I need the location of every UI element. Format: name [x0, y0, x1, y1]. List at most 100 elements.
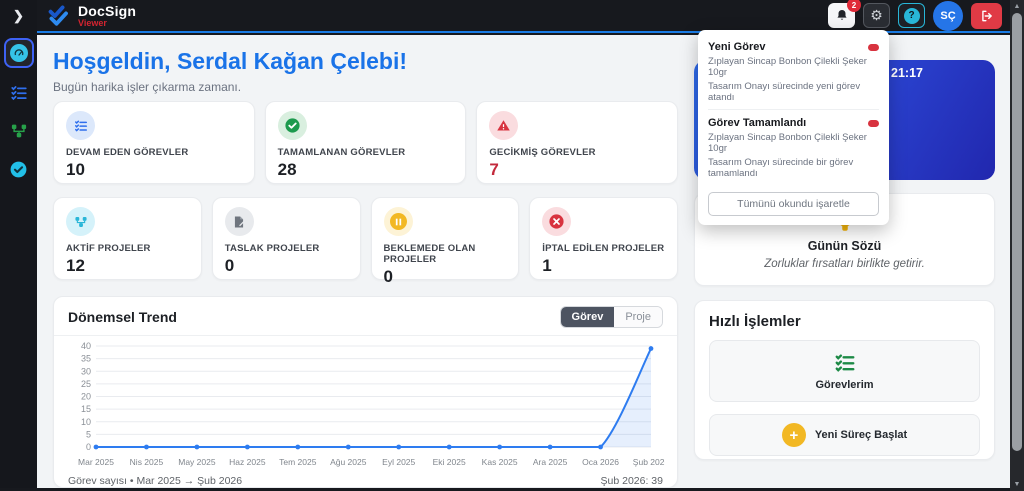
stat-card-draft-projects[interactable]: TASLAK PROJELER 0: [211, 197, 361, 280]
warning-triangle-icon: [489, 111, 519, 140]
stat-card-overdue-tasks[interactable]: GECİKMİŞ GÖREVLER 7: [476, 101, 679, 184]
toggle-gorev[interactable]: Görev: [560, 307, 615, 327]
stat-value: 12: [66, 256, 85, 275]
svg-text:35: 35: [81, 354, 91, 364]
sidebar: ❯: [0, 0, 37, 491]
stat-value: 28: [277, 160, 297, 179]
list-check-icon: [835, 353, 854, 372]
check-circle-icon: [10, 161, 27, 177]
question-icon: ?: [903, 7, 920, 24]
stats-row-tasks: DEVAM EDEN GÖREVLER 10 TAMAMLANAN GÖREVL…: [53, 101, 679, 184]
unread-dot-icon: [868, 43, 879, 51]
stat-value: 7: [489, 160, 499, 179]
notification-line: Zıplayan Sincap Bonbon Çilekli Şeker 10g…: [708, 132, 867, 154]
sidebar-item-dashboard[interactable]: [3, 38, 34, 68]
svg-text:30: 30: [81, 366, 91, 376]
stat-label: GECİKMİŞ GÖREVLER: [489, 147, 596, 158]
svg-text:May 2025: May 2025: [178, 457, 216, 467]
x-circle-icon: [542, 207, 572, 236]
quote-title: Günün Sözü: [807, 238, 882, 253]
stat-label: BEKLEMEDE OLAN PROJELER: [383, 243, 476, 265]
logout-button[interactable]: [971, 2, 1002, 29]
notification-dropdown: Yeni Görev Zıplayan Sincap Bonbon Çilekl…: [698, 30, 889, 225]
notifications-button[interactable]: 2: [828, 0, 861, 28]
page-title: Hoşgeldin, Serdal Kağan Çelebi!: [53, 48, 408, 74]
quick-actions-card: Hızlı İşlemler Görevlerim + Yeni Süreç B…: [694, 300, 995, 460]
user-avatar[interactable]: SÇ: [933, 0, 963, 31]
svg-text:20: 20: [81, 392, 91, 402]
top-navbar: DocSign Viewer 2 ⚙ ? SÇ: [37, 0, 1024, 33]
share-nodes-icon: [11, 124, 26, 138]
vertical-scrollbar[interactable]: ▲ ▼: [1010, 0, 1024, 491]
brand-name: DocSign: [78, 2, 137, 19]
trend-title: Dönemsel Trend: [68, 309, 177, 325]
stat-label: DEVAM EDEN GÖREVLER: [66, 147, 189, 158]
stat-card-pending-projects[interactable]: BEKLEMEDE OLAN PROJELER 0: [370, 197, 520, 286]
svg-text:Şub 2026: Şub 2026: [633, 457, 665, 467]
check-circle-icon: [277, 111, 307, 140]
settings-button[interactable]: ⚙: [863, 3, 890, 28]
notification-line: Zıplayan Sincap Bonbon Çilekli Şeker 10g…: [708, 56, 867, 78]
notification-line: Tasarım Onayı sürecinde bir görev tamaml…: [708, 157, 854, 179]
brand-logo: DocSign Viewer: [47, 4, 136, 28]
my-tasks-button[interactable]: Görevlerim: [709, 340, 980, 402]
window-bottom-edge: [0, 488, 1024, 491]
gear-icon: ⚙: [870, 7, 883, 23]
notification-item[interactable]: Yeni Görev Zıplayan Sincap Bonbon Çilekl…: [708, 38, 879, 109]
notification-line: Tasarım Onayı sürecinde yeni görev atand…: [708, 81, 861, 103]
sidebar-expand-icon[interactable]: ❯: [13, 8, 24, 23]
stat-card-completed-tasks[interactable]: TAMAMLANAN GÖREVLER 28: [264, 101, 467, 184]
svg-text:Nis 2025: Nis 2025: [130, 457, 164, 467]
notification-badge: 2: [847, 0, 861, 12]
quick-actions-title: Hızlı İşlemler: [709, 313, 801, 330]
brand-sub: Viewer: [78, 17, 107, 28]
double-check-icon: [48, 5, 68, 26]
sidebar-item-workflow[interactable]: [6, 118, 32, 144]
trend-chart-card: Dönemsel Trend Görev Proje 0 5 10 15 20 25 30 3…: [53, 296, 678, 488]
my-tasks-label: Görevlerim: [815, 378, 874, 391]
stat-label: İPTAL EDİLEN PROJELER: [542, 243, 665, 254]
svg-text:Oca 2026: Oca 2026: [582, 457, 619, 467]
plus-icon: +: [781, 423, 806, 447]
pause-circle-icon: [383, 207, 413, 236]
svg-text:25: 25: [81, 379, 91, 389]
scroll-up-icon[interactable]: ▲: [1013, 3, 1021, 10]
new-process-label: Yeni Süreç Başlat: [814, 429, 908, 441]
svg-text:Haz 2025: Haz 2025: [229, 457, 266, 467]
svg-text:Eyl 2025: Eyl 2025: [382, 457, 415, 467]
gauge-icon: [9, 44, 28, 62]
trend-footer-last-value: Şub 2026: 39: [600, 475, 663, 487]
new-process-button[interactable]: + Yeni Süreç Başlat: [709, 414, 980, 456]
svg-text:10: 10: [81, 417, 91, 427]
file-pen-icon: [224, 207, 254, 236]
stat-card-cancelled-projects[interactable]: İPTAL EDİLEN PROJELER 1: [529, 197, 678, 280]
clock-time: 21:17: [891, 66, 923, 80]
list-check-icon: [66, 111, 95, 140]
stat-card-ongoing-tasks[interactable]: DEVAM EDEN GÖREVLER 10: [53, 101, 255, 184]
svg-text:15: 15: [81, 404, 91, 414]
svg-text:0: 0: [86, 442, 91, 452]
toggle-proje[interactable]: Proje: [614, 307, 662, 327]
svg-text:40: 40: [81, 341, 91, 351]
sidebar-item-tasks[interactable]: [6, 80, 32, 106]
svg-text:Tem 2025: Tem 2025: [279, 457, 317, 467]
stat-card-active-projects[interactable]: AKTİF PROJELER 12: [53, 197, 202, 280]
notification-item[interactable]: Görev Tamamlandı Zıplayan Sincap Bonbon …: [708, 109, 879, 185]
bell-icon: [836, 9, 847, 20]
sidebar-item-approvals[interactable]: [6, 156, 32, 182]
trend-toggle-group: Görev Proje: [559, 306, 663, 328]
notification-title: Görev Tamamlandı: [708, 117, 807, 129]
stat-label: AKTİF PROJELER: [66, 243, 151, 254]
svg-text:5: 5: [86, 429, 91, 439]
list-check-icon: [10, 86, 27, 101]
svg-text:Kas 2025: Kas 2025: [482, 457, 518, 467]
stat-value: 10: [66, 160, 85, 179]
stat-label: TAMAMLANAN GÖREVLER: [277, 147, 406, 158]
quote-text: Zorluklar fırsatları birlikte getirir.: [764, 257, 925, 270]
mark-all-read-button[interactable]: Tümünü okundu işaretle: [708, 192, 879, 216]
scroll-down-icon[interactable]: ▼: [1013, 481, 1021, 488]
help-button[interactable]: ?: [898, 3, 925, 28]
scrollbar-thumb[interactable]: [1012, 13, 1022, 451]
trend-footer-range: Görev sayısı • Mar 2025 → Şub 2026: [68, 475, 243, 487]
notification-title: Yeni Görev: [708, 41, 766, 53]
